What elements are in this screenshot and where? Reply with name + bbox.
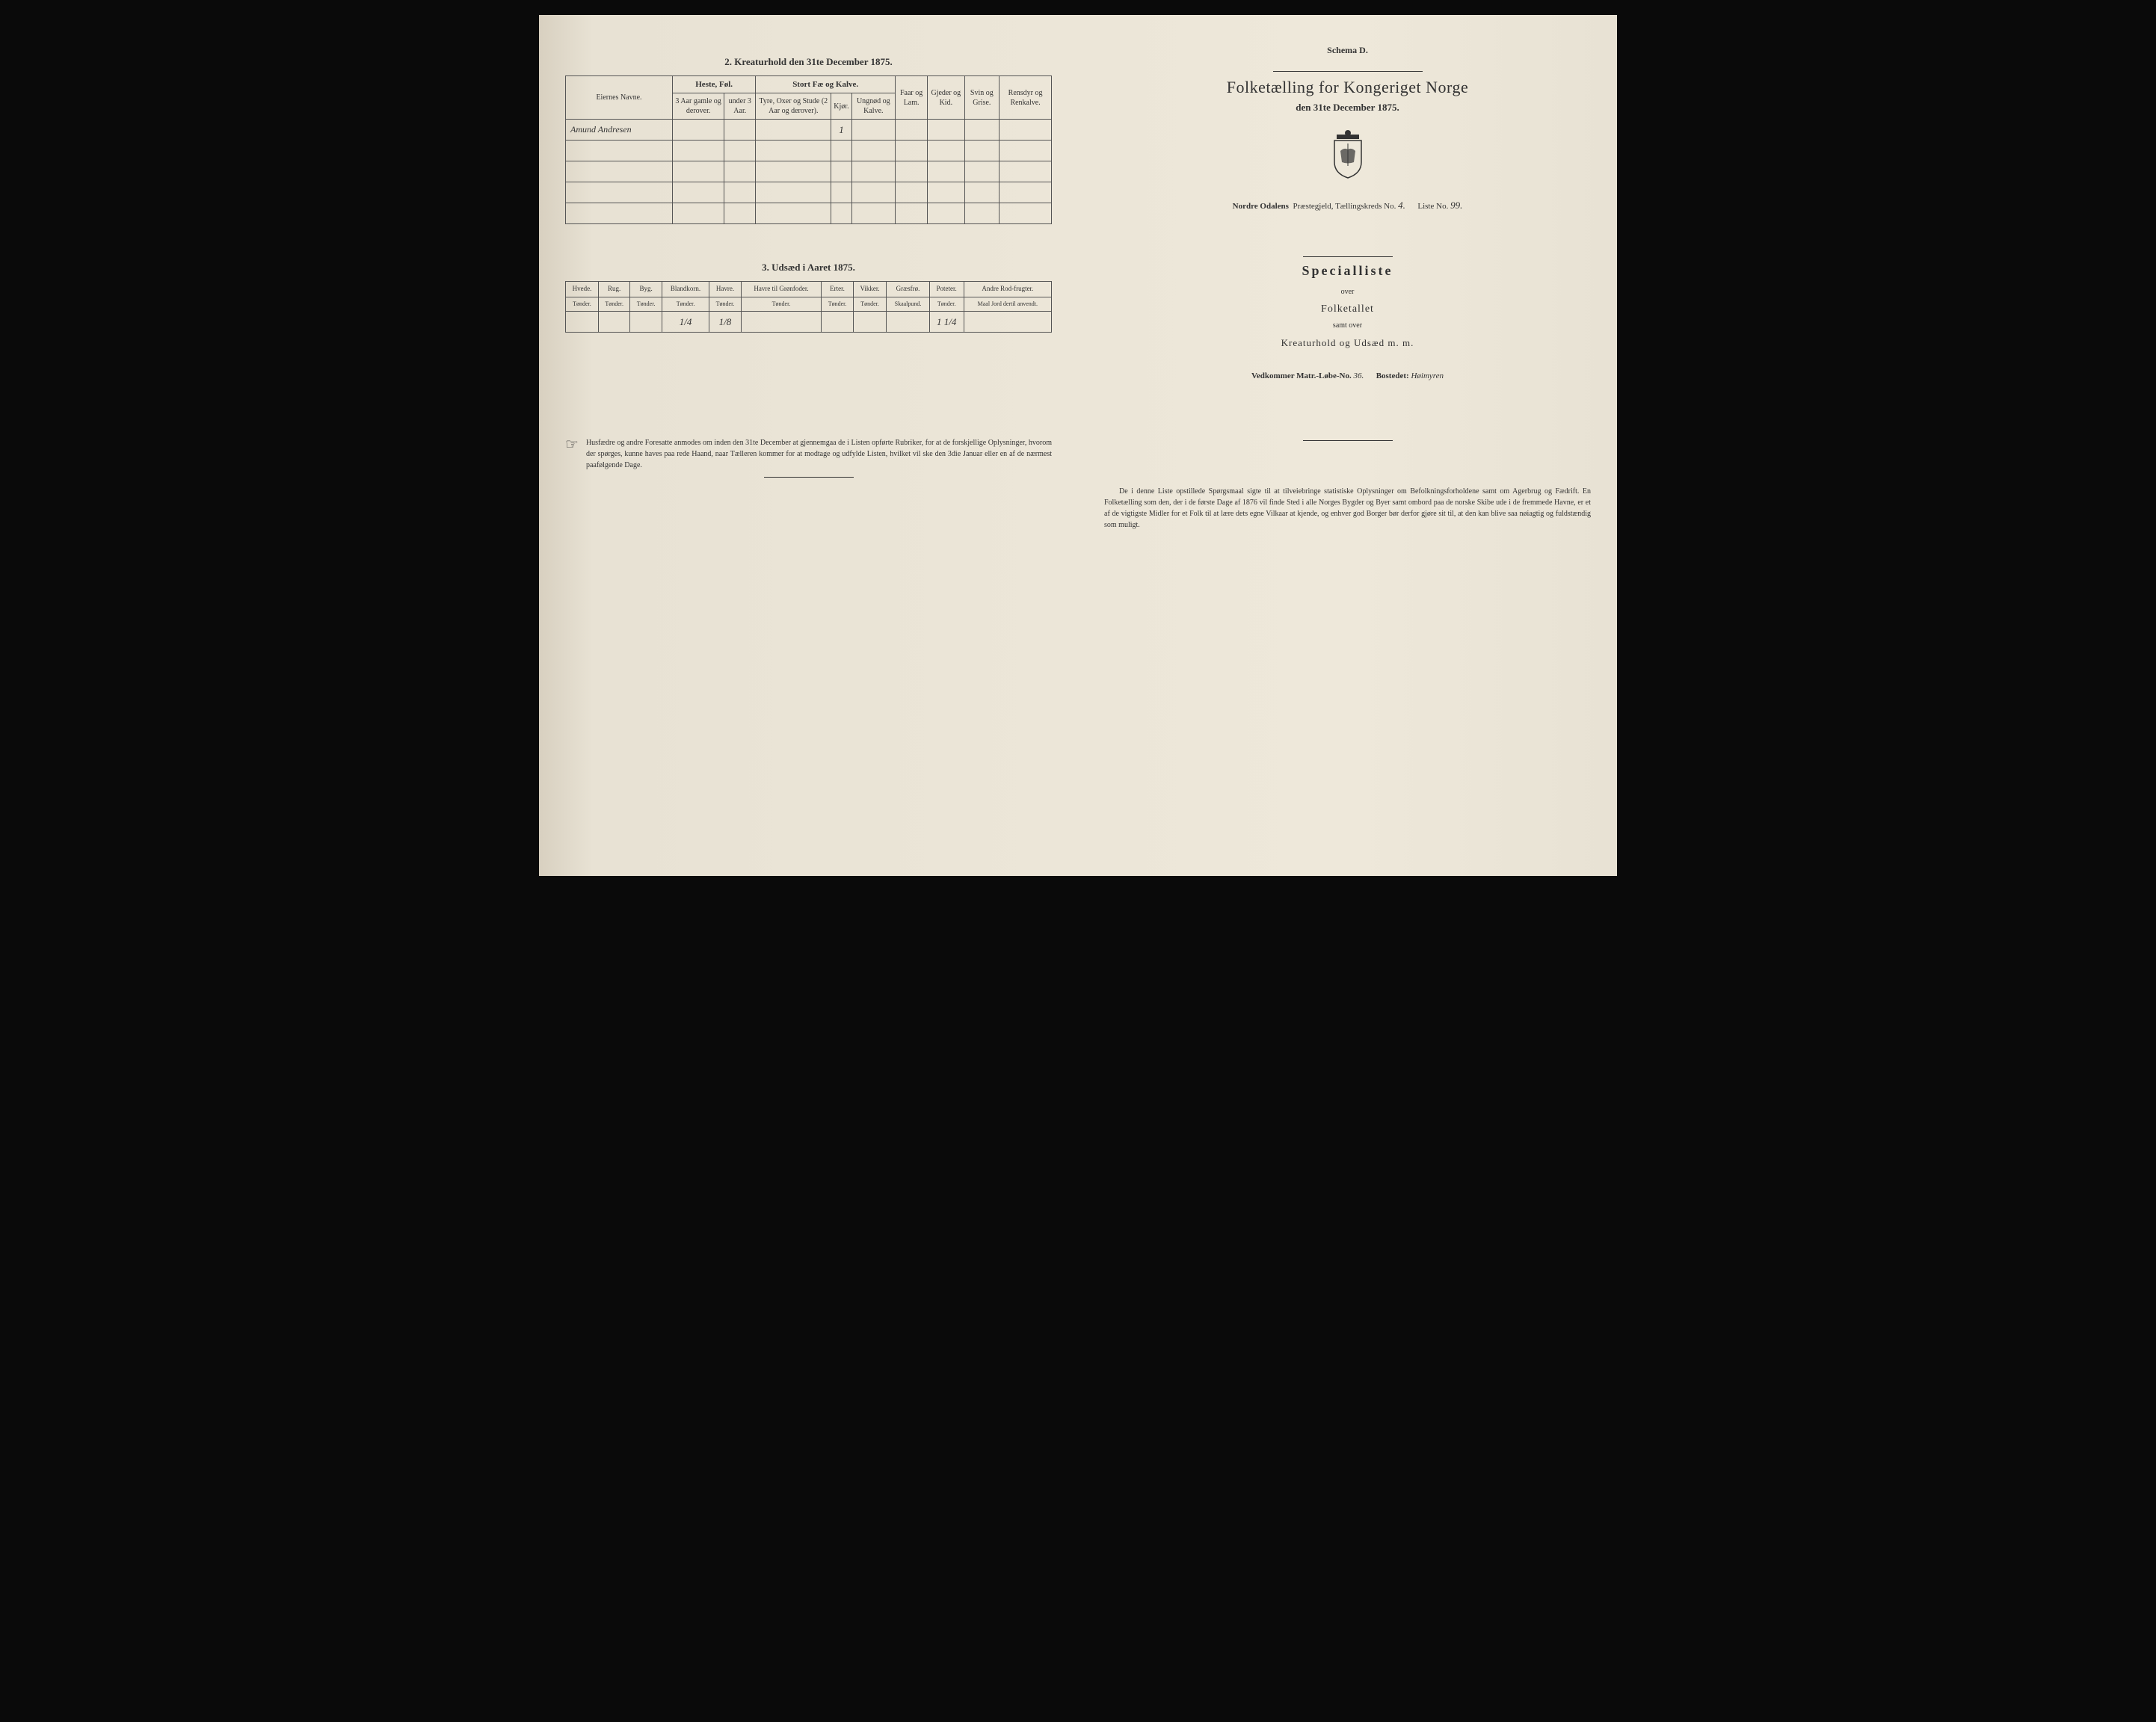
owner-name: Amund Andresen bbox=[566, 120, 673, 141]
document-scan: 2. Kreaturhold den 31te December 1875. E… bbox=[539, 15, 1617, 876]
table-row: 1/4 1/8 1 1/4 bbox=[566, 312, 1052, 333]
section3-title: 3. Udsæd i Aaret 1875. bbox=[565, 262, 1052, 274]
footnote-text: Husfædre og andre Foresatte anmodes om i… bbox=[586, 437, 1052, 471]
table-row bbox=[566, 141, 1052, 161]
col-heste-b: under 3 Aar. bbox=[724, 93, 756, 120]
table-udsaed: Hvede. Rug. Byg. Blandkorn. Havre. Havre… bbox=[565, 281, 1052, 333]
table-row bbox=[566, 161, 1052, 182]
col-vikker: Vikker. bbox=[853, 282, 887, 297]
district-line: Nordre Odalens Præstegjeld, Tællingskred… bbox=[1104, 200, 1591, 212]
table-kreaturhold: Eiernes Navne. Heste, Føl. Stort Fæ og K… bbox=[565, 75, 1052, 224]
col-rodfrugt: Andre Rod-frugter. bbox=[964, 282, 1051, 297]
col-rug: Rug. bbox=[598, 282, 629, 297]
table-row bbox=[566, 203, 1052, 224]
liste-no: 99. bbox=[1450, 200, 1462, 211]
coat-of-arms-icon bbox=[1325, 129, 1370, 181]
rule-divider bbox=[1303, 256, 1393, 257]
rule-divider bbox=[1303, 440, 1393, 441]
col-byg: Byg. bbox=[630, 282, 662, 297]
rule-divider bbox=[764, 477, 854, 478]
right-footnote: De i denne Liste opstillede Spørgsmaal s… bbox=[1104, 486, 1591, 531]
col-stort-b: Kjør. bbox=[831, 93, 851, 120]
col-erter: Erter. bbox=[822, 282, 853, 297]
col-hvede: Hvede. bbox=[566, 282, 599, 297]
col-graesfro: Græsfrø. bbox=[887, 282, 929, 297]
col-owner: Eiernes Navne. bbox=[566, 76, 673, 120]
bostedet: Høimyren bbox=[1411, 371, 1444, 380]
section2-title: 2. Kreaturhold den 31te December 1875. bbox=[565, 56, 1052, 68]
col-rensdyr: Rensdyr og Renkalve. bbox=[1000, 76, 1052, 120]
cell-kjor: 1 bbox=[831, 120, 851, 141]
col-poteter: Poteter. bbox=[929, 282, 964, 297]
right-page: Schema D. Folketælling for Kongeriget No… bbox=[1078, 15, 1617, 876]
rule-divider bbox=[1273, 71, 1423, 72]
district-no: 4. bbox=[1398, 200, 1405, 211]
col-svin: Svin og Grise. bbox=[964, 76, 1000, 120]
specialliste-block: Specialliste over Folketallet samt over … bbox=[1104, 263, 1591, 380]
main-title: Folketælling for Kongeriget Norge bbox=[1104, 78, 1591, 97]
left-page: 2. Kreaturhold den 31te December 1875. E… bbox=[539, 15, 1078, 876]
col-gjeder: Gjeder og Kid. bbox=[928, 76, 964, 120]
col-stort-c: Ungnød og Kalve. bbox=[851, 93, 896, 120]
sub-title: den 31te December 1875. bbox=[1104, 102, 1591, 114]
col-faar: Faar og Lam. bbox=[896, 76, 928, 120]
table-row: Amund Andresen 1 bbox=[566, 120, 1052, 141]
pointing-hand-icon: ☞ bbox=[565, 437, 579, 471]
col-group-stort: Stort Fæ og Kalve. bbox=[756, 76, 896, 93]
col-havre-gron: Havre til Grønfoder. bbox=[741, 282, 822, 297]
schema-label: Schema D. bbox=[1104, 45, 1591, 56]
col-stort-a: Tyre, Oxer og Stude (2 Aar og derover). bbox=[756, 93, 831, 120]
specialliste-title: Specialliste bbox=[1104, 263, 1591, 279]
col-heste-a: 3 Aar gamle og derover. bbox=[673, 93, 724, 120]
col-havre: Havre. bbox=[709, 282, 741, 297]
table-row bbox=[566, 182, 1052, 203]
col-group-heste: Heste, Føl. bbox=[673, 76, 756, 93]
col-blandkorn: Blandkorn. bbox=[662, 282, 709, 297]
matr-no: 36. bbox=[1353, 371, 1364, 380]
left-footnote: ☞ Husfædre og andre Foresatte anmodes om… bbox=[565, 437, 1052, 471]
matr-line: Vedkommer Matr.-Løbe-No. 36. Bostedet: H… bbox=[1104, 371, 1591, 380]
